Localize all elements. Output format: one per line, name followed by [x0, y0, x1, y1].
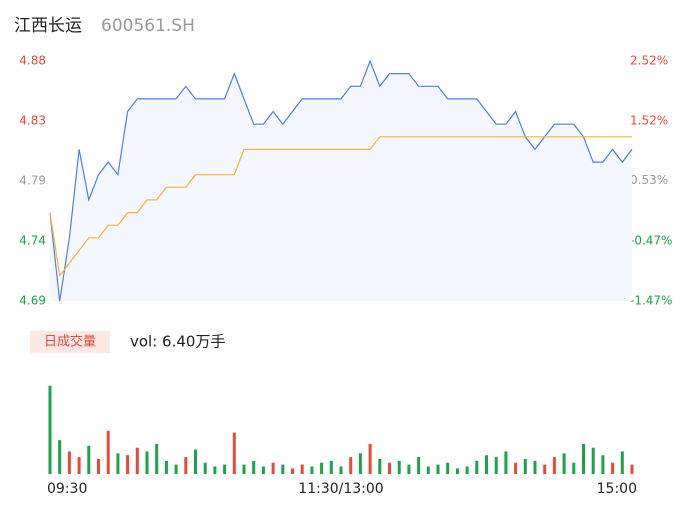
y-tick-label: 4.74	[19, 234, 46, 248]
x-tick-label: 09:30	[47, 481, 87, 497]
x-tick-label: 11:30/13:00	[298, 481, 383, 497]
volume-bar	[552, 457, 556, 474]
volume-bar	[368, 443, 372, 474]
volume-bar	[339, 466, 343, 474]
volume-bar	[145, 451, 149, 474]
average-line	[49, 136, 632, 278]
volume-bar	[611, 462, 615, 474]
volume-bar	[194, 449, 197, 474]
volume-bar	[582, 443, 585, 474]
volume-bar	[213, 466, 217, 474]
volume-bar	[126, 455, 130, 474]
volume-bar	[620, 451, 624, 474]
y-tick-label: 4.88	[19, 54, 46, 68]
volume-bar	[572, 462, 576, 474]
volume-bar	[232, 432, 236, 474]
volume-bar	[358, 453, 362, 474]
volume-bar	[455, 468, 459, 474]
volume-bar	[281, 464, 285, 474]
volume-bar	[271, 462, 275, 474]
volume-bar	[310, 466, 314, 474]
volume-bar	[174, 464, 178, 474]
volume-bar	[397, 460, 401, 474]
volume-bar	[388, 462, 391, 474]
volume-bar	[446, 462, 450, 474]
volume-bar	[378, 458, 382, 474]
volume-bar	[77, 457, 81, 474]
volume-bar	[58, 440, 62, 474]
volume-bar	[87, 445, 91, 474]
volume-bar	[203, 462, 207, 474]
volume-bar	[465, 466, 469, 474]
volume-total: vol: 6.40万手	[130, 333, 225, 351]
volume-bar	[514, 462, 518, 474]
volume-bar	[135, 447, 139, 474]
volume-bar	[601, 455, 605, 474]
volume-bar	[417, 457, 421, 474]
volume-bar	[407, 464, 411, 474]
volume-bar	[97, 458, 100, 474]
volume-bar	[349, 457, 353, 474]
volume-bar	[116, 453, 120, 474]
volume-bar	[67, 451, 71, 474]
volume-bar	[436, 464, 440, 474]
price-area	[50, 61, 632, 301]
legend-box	[30, 331, 110, 353]
stock-name: 江西长运	[14, 16, 82, 36]
volume-bar	[184, 457, 188, 474]
volume-bar	[223, 464, 227, 474]
volume-bar	[533, 460, 537, 474]
volume-bar	[164, 460, 168, 474]
volume-bar	[494, 457, 498, 474]
legend-label: 日成交量	[44, 334, 96, 350]
y-tick-label: 4.79	[19, 174, 46, 188]
volume-bar	[106, 430, 110, 474]
y-tick-label: 4.69	[19, 294, 46, 308]
volume-bar	[562, 453, 566, 474]
price-line	[49, 59, 633, 302]
y2-tick-label: -0.47%	[630, 233, 672, 247]
y2-tick-label: 1.52%	[630, 114, 668, 128]
volume-bar	[48, 385, 52, 474]
volume-bar	[426, 466, 430, 474]
volume-bar	[591, 447, 595, 474]
y2-tick-label: -1.47%	[630, 294, 672, 308]
volume-bar	[155, 443, 159, 474]
volume-bar	[504, 451, 508, 474]
y-tick-label: 4.83	[19, 114, 46, 128]
volume-bar	[475, 460, 479, 474]
volume-bar	[252, 460, 256, 474]
y2-tick-label: 0.53%	[630, 173, 668, 187]
volume-bar	[242, 464, 246, 474]
volume-bar	[485, 455, 488, 474]
volume-bar	[630, 464, 634, 474]
y2-tick-label: 2.52%	[630, 54, 668, 68]
x-tick-label: 15:00	[597, 481, 637, 497]
volume-bar	[261, 466, 265, 474]
volume-bar	[543, 464, 547, 474]
volume-bar	[523, 458, 527, 474]
volume-bar	[329, 460, 333, 474]
volume-bar	[300, 464, 304, 474]
stock-code: 600561.SH	[101, 16, 195, 36]
volume-bar	[320, 462, 324, 474]
volume-bar	[291, 468, 294, 474]
